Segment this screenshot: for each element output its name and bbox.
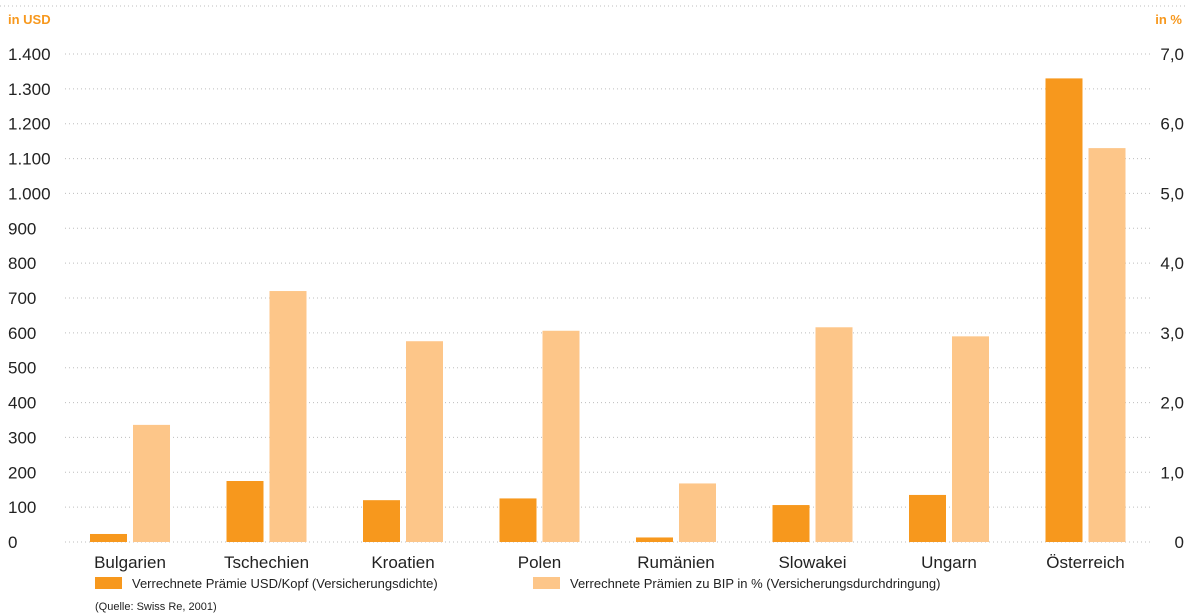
right-tick-label: 2,0 — [1160, 394, 1184, 413]
bar-premium-to-gdp — [269, 291, 307, 542]
category-labels: Bulgarien Tschechien Kroatien Polen Rumänien… — [94, 553, 1125, 572]
right-tick-label: 6,0 — [1160, 115, 1184, 134]
right-tick-label: 0 — [1175, 533, 1184, 552]
bar-premium-per-capita — [772, 505, 810, 542]
gridlines — [0, 5, 1186, 543]
bar-premium-per-capita — [909, 494, 946, 542]
category-label: Tschechien — [224, 553, 309, 572]
left-tick-label: 0 — [8, 533, 17, 552]
bar-premium-to-gdp — [406, 341, 443, 542]
left-tick-label: 800 — [8, 254, 36, 273]
category-label: Ungarn — [921, 553, 977, 572]
left-tick-label: 600 — [8, 324, 36, 343]
category-label: Rumänien — [637, 553, 715, 572]
bar-premium-to-gdp — [679, 483, 716, 542]
category-label: Kroatien — [371, 553, 434, 572]
category-label: Polen — [518, 553, 561, 572]
left-axis-unit: in USD — [8, 12, 51, 27]
legend-label-premium-per-capita: Verrechnete Prämie USD/Kopf (Versicherun… — [132, 576, 438, 591]
left-tick-label: 300 — [8, 428, 36, 447]
bar-premium-per-capita — [636, 537, 673, 542]
right-tick-label: 7,0 — [1160, 45, 1184, 64]
bar-premium-to-gdp — [542, 330, 580, 542]
bar-premium-per-capita — [499, 498, 537, 542]
category-label: Bulgarien — [94, 553, 166, 572]
left-tick-label: 400 — [8, 394, 36, 413]
left-tick-label: 1.100 — [8, 150, 51, 169]
category-label: Slowakei — [778, 553, 846, 572]
left-tick-label: 1.300 — [8, 80, 51, 99]
right-axis-unit: in % — [1155, 12, 1182, 27]
legend-swatch-premium-to-gdp — [533, 577, 560, 589]
left-tick-label: 100 — [8, 498, 36, 517]
category-label: Österreich — [1046, 553, 1124, 572]
bars — [90, 78, 1126, 543]
legend: Verrechnete Prämie USD/Kopf (Versicherun… — [95, 576, 940, 591]
left-tick-label: 200 — [8, 463, 36, 482]
right-axis-ticks: 0 1,0 2,0 3,0 4,0 5,0 6,0 7,0 — [1160, 45, 1184, 552]
bar-premium-per-capita — [363, 500, 400, 542]
left-tick-label: 1.200 — [8, 115, 51, 134]
right-tick-label: 5,0 — [1160, 184, 1184, 203]
bar-premium-per-capita — [90, 533, 127, 542]
right-tick-label: 1,0 — [1160, 463, 1184, 482]
bar-premium-to-gdp — [815, 327, 853, 542]
bar-premium-to-gdp — [1088, 148, 1126, 542]
left-tick-label: 900 — [8, 219, 36, 238]
bar-premium-to-gdp — [952, 336, 989, 542]
right-tick-label: 3,0 — [1160, 324, 1184, 343]
right-tick-label: 4,0 — [1160, 254, 1184, 273]
bar-premium-per-capita — [226, 481, 264, 542]
bar-premium-to-gdp — [133, 424, 170, 542]
left-axis-ticks: 0 100 200 300 400 500 600 700 800 900 1.000 1.100 1.… — [8, 45, 51, 552]
bar-premium-per-capita — [1045, 78, 1083, 543]
source-note: (Quelle: Swiss Re, 2001) — [95, 601, 217, 613]
legend-swatch-premium-per-capita — [95, 577, 122, 589]
left-tick-label: 500 — [8, 359, 36, 378]
left-tick-label: 1.400 — [8, 45, 51, 64]
left-tick-label: 1.000 — [8, 184, 51, 203]
left-tick-label: 700 — [8, 289, 36, 308]
legend-label-premium-to-gdp: Verrechnete Prämien zu BIP in % (Versich… — [570, 576, 940, 591]
